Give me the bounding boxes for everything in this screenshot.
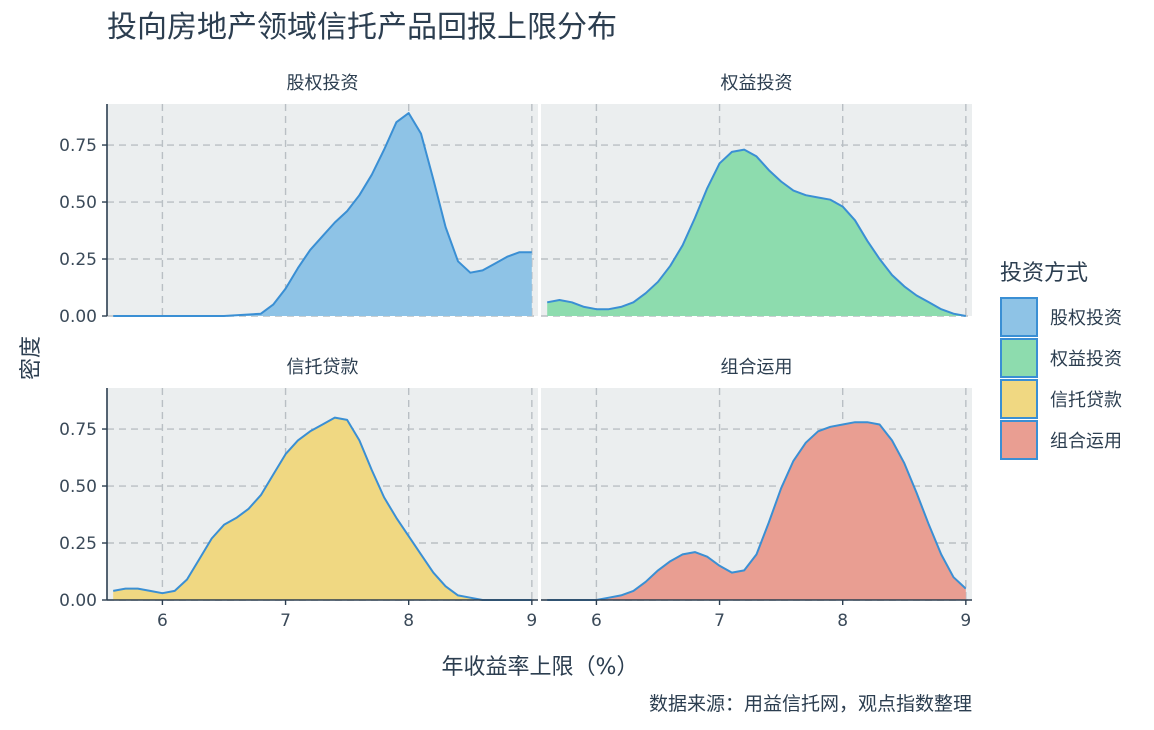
legend-label: 信托贷款 [1050, 390, 1122, 411]
legend-label: 股权投资 [1050, 308, 1122, 329]
legend-swatch [1000, 379, 1038, 419]
density-area [113, 113, 532, 316]
legend-swatch [1000, 338, 1038, 378]
legend-label: 组合运用 [1050, 431, 1122, 452]
x-tick-label: 6 [157, 611, 168, 631]
x-tick-label: 9 [960, 611, 971, 631]
x-tick-label: 9 [526, 611, 537, 631]
y-tick-label: 0.50 [59, 477, 97, 497]
facet-panel: 股权投资 0.00 0.25 0.50 0.75 [59, 73, 538, 327]
chart-title: 投向房地产领域信托产品回报上限分布 [107, 10, 617, 45]
facet-strip-label: 信托贷款 [287, 357, 359, 378]
facet-strip-label: 组合运用 [721, 357, 793, 378]
density-area [113, 417, 532, 600]
y-tick-label: 0.75 [59, 136, 97, 156]
y-tick-label: 0.25 [59, 534, 97, 554]
x-tick-label: 6 [591, 611, 602, 631]
x-tick-label: 7 [280, 611, 291, 631]
legend-label: 权益投资 [1050, 349, 1122, 370]
facet-panel: 权益投资 [541, 73, 972, 317]
y-tick-label: 0.00 [59, 591, 97, 611]
density-area [547, 149, 966, 316]
x-axis-title: 年收益率上限（%） [442, 655, 639, 680]
facet-strip-label: 股权投资 [287, 73, 359, 94]
x-tick-label: 7 [714, 611, 725, 631]
facet-panel: 组合运用 6 7 8 9 [541, 357, 972, 631]
facet-panel: 信托贷款 0.00 0.25 0.50 0.75 6 7 8 9 [59, 357, 538, 631]
x-tick-label: 8 [837, 611, 848, 631]
density-line [113, 416, 532, 601]
legend-title: 投资方式 [1000, 261, 1088, 286]
legend-swatch [1000, 420, 1038, 460]
density-line [547, 148, 966, 317]
density-line [113, 112, 532, 317]
y-tick-label: 0.00 [59, 307, 97, 327]
density-line [547, 421, 967, 601]
caption: 数据来源：用益信托网，观点指数整理 [649, 693, 972, 715]
y-tick-label: 0.75 [59, 420, 97, 440]
legend-swatch [1000, 297, 1038, 337]
y-tick-label: 0.25 [59, 250, 97, 270]
facet-strip-label: 权益投资 [721, 73, 793, 94]
y-axis-title: 密度 [19, 336, 44, 380]
density-area [547, 422, 966, 600]
y-tick-label: 0.50 [59, 193, 97, 213]
x-tick-label: 8 [403, 611, 414, 631]
